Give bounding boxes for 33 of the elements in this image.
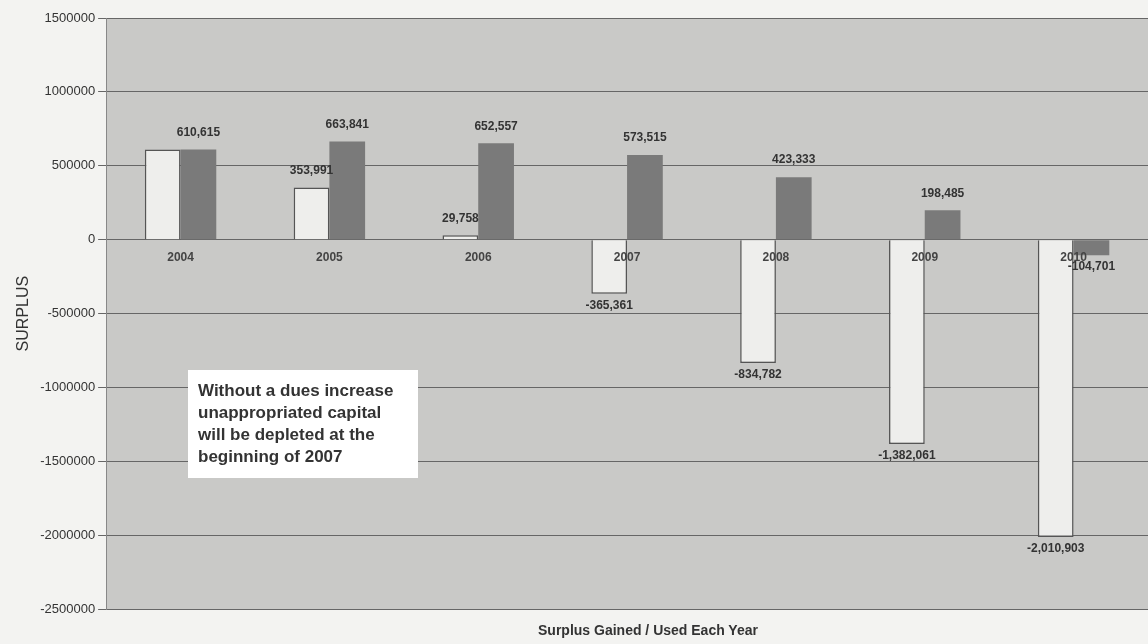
x-axis-title: Surplus Gained / Used Each Year (537, 622, 759, 638)
y-tick-label: 0 (87, 231, 96, 247)
y-axis-title: SURPLUS (14, 275, 32, 352)
data-label: 29,758 (442, 210, 480, 225)
y-tick-label: -1000000 (40, 379, 96, 395)
y-tick-label: -2500000 (40, 600, 96, 616)
y-tick-label: 500000 (51, 157, 96, 173)
data-label: 652,557 (474, 118, 519, 133)
x-tick-label: 2004 (167, 250, 195, 265)
data-label: -2,010,903 (1027, 541, 1085, 556)
data-label: 610,615 (176, 124, 221, 139)
data-label: 573,515 (623, 130, 667, 145)
bar (478, 143, 514, 240)
annotation: Without a dues increase unappropriated capital will be depleted at the beginning of 2007 (188, 370, 418, 478)
x-tick-label: 2009 (911, 250, 939, 265)
data-label: -834,782 (734, 367, 783, 382)
y-tick-label: -500000 (47, 305, 96, 321)
x-tick-label: 2005 (316, 250, 344, 265)
bar (627, 154, 663, 240)
bar (924, 210, 961, 240)
y-tick-label: -2000000 (40, 526, 96, 542)
y-tick-label: -1500000 (40, 452, 96, 468)
data-label: -365,361 (585, 298, 634, 313)
data-label: 663,841 (325, 116, 370, 131)
bar (180, 149, 217, 240)
data-label: -1,382,061 (878, 448, 936, 463)
y-tick-label: 1500000 (44, 9, 96, 25)
y-tick-label: 1000000 (44, 83, 96, 99)
x-tick-label: 2006 (464, 250, 492, 265)
data-label: 423,333 (772, 152, 816, 167)
data-label: 353,991 (289, 162, 334, 177)
data-label: 198,485 (920, 185, 965, 200)
bar (775, 177, 812, 240)
